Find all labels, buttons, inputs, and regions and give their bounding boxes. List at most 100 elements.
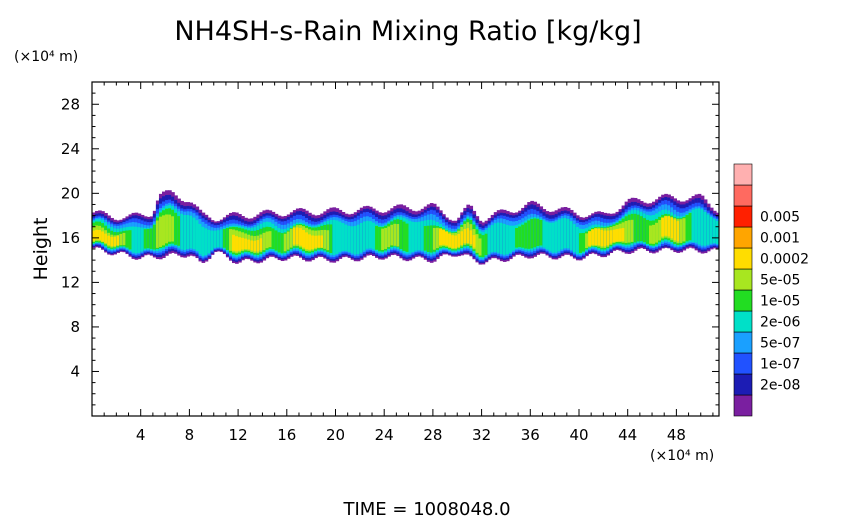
field-cell <box>207 229 212 254</box>
field-cell <box>235 236 239 252</box>
field-cell <box>393 223 397 246</box>
field-cell <box>168 214 172 242</box>
field-cell <box>618 228 623 242</box>
field-cell <box>390 224 394 246</box>
field-cell <box>442 230 446 245</box>
field-cell <box>113 236 117 247</box>
field-cell <box>268 231 273 248</box>
field-cell <box>189 215 194 249</box>
colorbar-cell <box>733 289 753 312</box>
field-cell <box>180 213 184 250</box>
field-cell <box>122 232 127 246</box>
field-cell <box>317 235 321 248</box>
x-tick-label: 24 <box>375 426 394 444</box>
field-cell <box>204 228 209 256</box>
field-cell <box>411 221 416 252</box>
field-cell <box>107 235 111 246</box>
y-tick-label: 12 <box>61 273 80 291</box>
field-cell <box>387 226 391 248</box>
field-cell <box>575 226 580 255</box>
field-cell <box>353 225 358 255</box>
field-cell <box>539 219 544 246</box>
field-cell <box>445 232 449 246</box>
field-cell <box>661 217 665 237</box>
colorbar-cell <box>733 352 753 375</box>
field-cell <box>496 222 501 253</box>
field-cell <box>563 217 568 249</box>
field-cell <box>338 221 343 253</box>
field-cell <box>265 231 270 249</box>
colorbar-label: 0.0002 <box>760 252 809 268</box>
field-cell <box>219 229 224 248</box>
field-cell <box>569 221 574 250</box>
field-cell <box>225 227 230 251</box>
field-cell <box>615 229 620 242</box>
field-cell <box>359 222 364 253</box>
field-cell <box>435 227 440 249</box>
field-cell <box>286 231 291 250</box>
field-cell <box>308 234 312 250</box>
field-cell <box>706 214 711 245</box>
field-cell <box>402 221 407 251</box>
field-cell <box>134 226 139 254</box>
field-cell <box>703 211 708 246</box>
field-cell <box>198 223 203 255</box>
field-cell <box>548 222 553 252</box>
field-cell <box>636 214 641 242</box>
field-cell <box>110 236 114 247</box>
field-cell <box>493 223 498 252</box>
field-cell <box>463 229 467 244</box>
x-tick-label: 16 <box>277 426 296 444</box>
field-cell <box>375 225 379 250</box>
field-cell <box>527 220 531 249</box>
field-cell <box>396 224 401 247</box>
colorbar-cell <box>733 205 753 228</box>
field-cell <box>283 233 288 252</box>
field-cell <box>502 223 507 255</box>
field-cell <box>490 225 495 253</box>
field-cell <box>417 221 422 251</box>
field-cell <box>341 223 346 251</box>
field-cell <box>630 219 635 242</box>
field-cell <box>664 216 668 236</box>
field-cell <box>685 215 690 242</box>
field-cell <box>335 220 340 254</box>
field-cell <box>116 235 120 246</box>
field-cell <box>259 238 264 251</box>
field-cell <box>292 228 297 245</box>
field-cell <box>609 230 614 244</box>
field-cell <box>332 219 337 256</box>
field-cell <box>125 230 130 248</box>
field-cell <box>673 219 677 241</box>
colorbar-cell <box>733 268 753 291</box>
field-cell <box>365 220 370 249</box>
field-cell <box>152 224 157 250</box>
colorbar-label: 1e-05 <box>760 294 800 310</box>
field-cell <box>420 221 425 251</box>
field-cell <box>423 226 428 251</box>
field-cell <box>648 225 653 244</box>
field-cell <box>347 225 352 252</box>
field-cell <box>633 213 638 243</box>
field-cell <box>350 226 355 254</box>
field-cell <box>162 215 166 246</box>
field-cell <box>606 230 611 246</box>
field-cell <box>481 235 486 258</box>
x-tick-label: 36 <box>521 426 540 444</box>
colorbar-cell <box>733 331 753 354</box>
field-cell <box>250 240 254 251</box>
field-cell <box>536 218 541 247</box>
field-cell <box>384 227 388 249</box>
field-cell <box>521 224 525 248</box>
field-cell <box>302 230 306 248</box>
field-cell <box>472 235 477 248</box>
field-cell <box>140 227 145 252</box>
y-tick-label: 24 <box>61 140 80 158</box>
x-tick-label: 40 <box>569 426 588 444</box>
field-cell <box>143 229 148 249</box>
field-cell <box>183 215 187 251</box>
field-cell <box>460 231 464 246</box>
field-cell <box>238 237 242 251</box>
field-cell <box>667 216 671 237</box>
